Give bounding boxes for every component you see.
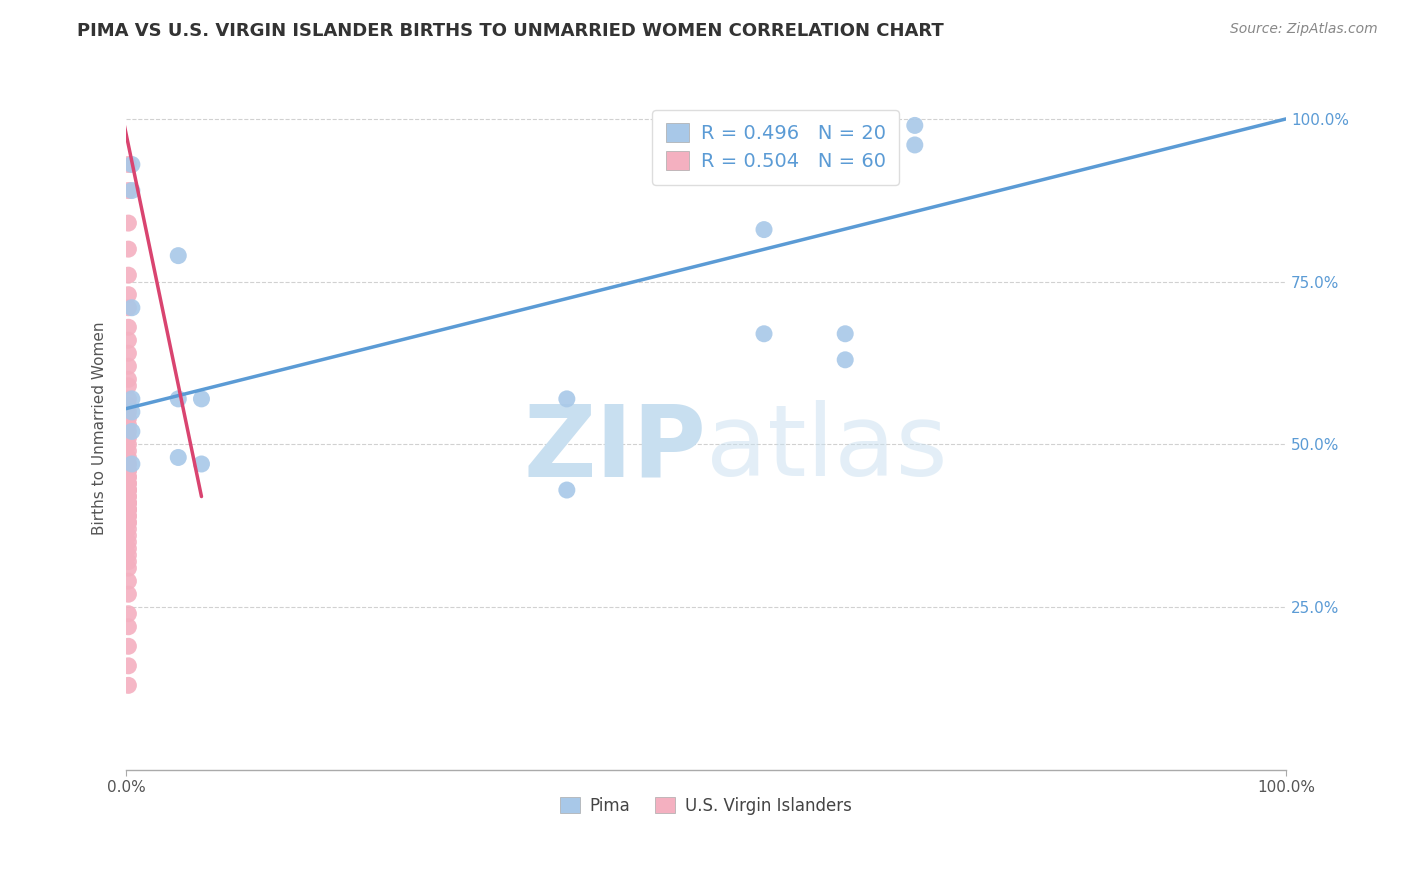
Point <box>167 450 190 465</box>
Point <box>752 222 775 236</box>
Point <box>117 450 139 465</box>
Point <box>117 333 139 347</box>
Point <box>117 483 139 497</box>
Text: PIMA VS U.S. VIRGIN ISLANDER BIRTHS TO UNMARRIED WOMEN CORRELATION CHART: PIMA VS U.S. VIRGIN ISLANDER BIRTHS TO U… <box>77 22 943 40</box>
Point <box>117 398 139 412</box>
Point <box>117 522 139 536</box>
Point <box>834 326 856 341</box>
Point <box>752 326 775 341</box>
Point <box>121 184 143 198</box>
Point <box>117 216 139 230</box>
Point <box>117 496 139 510</box>
Legend: Pima, U.S. Virgin Islanders: Pima, U.S. Virgin Islanders <box>551 789 860 823</box>
Point <box>117 483 139 497</box>
Point <box>117 620 139 634</box>
Point <box>117 509 139 524</box>
Point <box>117 463 139 477</box>
Point <box>117 431 139 445</box>
Point <box>117 392 139 406</box>
Point <box>117 268 139 282</box>
Text: Source: ZipAtlas.com: Source: ZipAtlas.com <box>1230 22 1378 37</box>
Point <box>117 483 139 497</box>
Point <box>117 346 139 360</box>
Point <box>117 470 139 484</box>
Y-axis label: Births to Unmarried Women: Births to Unmarried Women <box>93 321 107 535</box>
Point <box>117 405 139 419</box>
Point <box>117 425 139 439</box>
Point <box>167 392 190 406</box>
Point <box>117 463 139 477</box>
Point <box>117 457 139 471</box>
Point <box>121 425 143 439</box>
Point <box>117 528 139 542</box>
Point <box>117 502 139 516</box>
Point <box>117 502 139 516</box>
Point <box>117 516 139 530</box>
Point <box>121 157 143 171</box>
Point <box>121 301 143 315</box>
Point <box>117 496 139 510</box>
Point <box>117 470 139 484</box>
Point <box>190 457 212 471</box>
Point <box>555 483 578 497</box>
Point <box>117 437 139 451</box>
Point <box>117 658 139 673</box>
Point <box>117 548 139 562</box>
Point <box>117 535 139 549</box>
Point <box>834 352 856 367</box>
Point <box>117 607 139 621</box>
Point <box>117 640 139 654</box>
Point <box>117 587 139 601</box>
Point <box>117 359 139 374</box>
Point <box>117 509 139 524</box>
Point <box>121 392 143 406</box>
Point <box>117 502 139 516</box>
Point <box>117 490 139 504</box>
Point <box>117 379 139 393</box>
Point <box>117 411 139 425</box>
Point <box>904 119 927 133</box>
Point <box>117 678 139 692</box>
Point <box>167 249 190 263</box>
Point <box>117 157 139 171</box>
Point <box>117 555 139 569</box>
Point <box>117 457 139 471</box>
Point <box>117 574 139 589</box>
Point <box>117 490 139 504</box>
Point <box>117 287 139 301</box>
Point <box>117 541 139 556</box>
Point <box>117 242 139 256</box>
Point <box>117 184 139 198</box>
Point <box>117 496 139 510</box>
Point <box>117 516 139 530</box>
Point <box>117 320 139 334</box>
Point <box>121 405 143 419</box>
Text: ZIP: ZIP <box>523 401 706 497</box>
Point <box>190 392 212 406</box>
Point <box>904 138 927 153</box>
Point <box>117 476 139 491</box>
Point <box>117 372 139 386</box>
Point <box>117 417 139 432</box>
Point <box>555 392 578 406</box>
Point <box>117 301 139 315</box>
Point <box>117 444 139 458</box>
Point <box>117 561 139 575</box>
Text: atlas: atlas <box>706 401 948 497</box>
Point <box>117 476 139 491</box>
Point <box>121 457 143 471</box>
